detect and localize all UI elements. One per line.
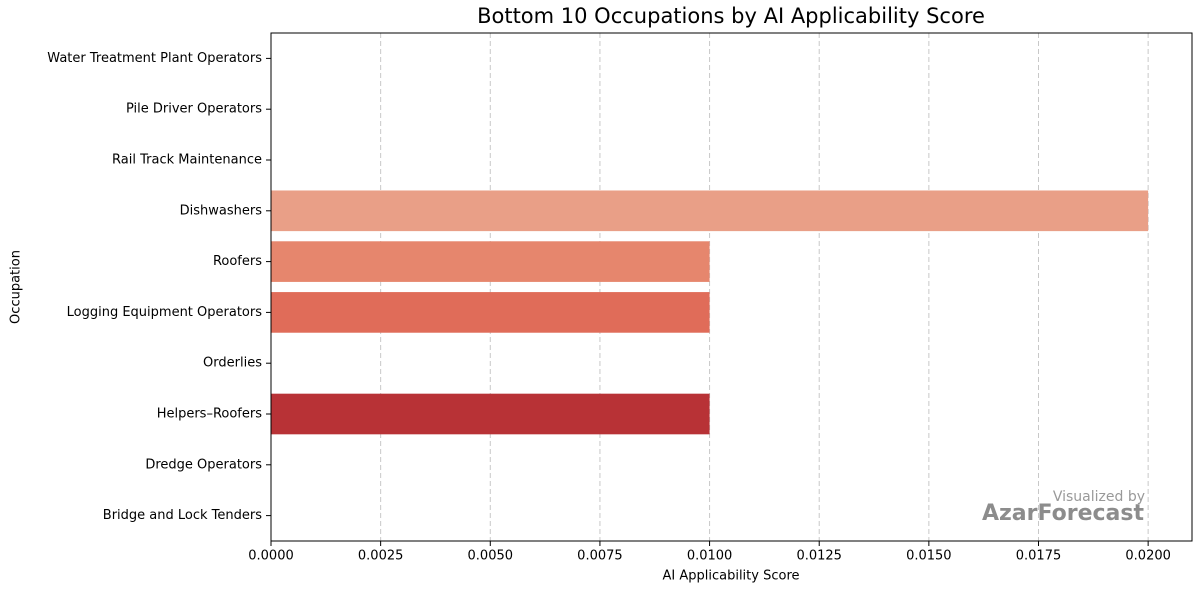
plot-frame [270,32,1193,542]
y-tick-label: Roofers [213,254,262,269]
chart-title: Bottom 10 Occupations by AI Applicabilit… [477,4,985,28]
y-tick-label: Helpers–Roofers [157,407,263,422]
bar [271,393,710,435]
y-tick-label: Water Treatment Plant Operators [47,51,262,66]
x-tick-label: 0.0200 [1125,549,1171,564]
bar [271,190,1149,232]
plot-area: 0.0000 0.0025 0.0050 0.0075 0.0100 0.0125 0.01… [47,32,1193,564]
y-axis-label: Occupation [9,250,24,324]
x-tick-label: 0.0175 [1016,549,1062,564]
x-tick-label: 0.0150 [906,549,952,564]
y-tick-label: Pile Driver Operators [126,102,262,117]
x-axis-label: AI Applicability Score [662,569,799,584]
x-tick-label: 0.0125 [796,549,842,564]
y-tick-label: Rail Track Maintenance [112,153,262,168]
x-tick-label: 0.0075 [577,549,623,564]
x-tick-label: 0.0000 [248,549,294,564]
watermark-line1: Visualized by [1053,489,1145,505]
bar [271,292,710,333]
y-tick-label: Dredge Operators [145,457,262,472]
y-tick-label: Logging Equipment Operators [67,305,263,320]
x-tick-label: 0.0100 [687,549,733,564]
x-tick-label: 0.0025 [358,549,404,564]
watermark-line2: AzarForecast [982,501,1145,526]
y-tick-label: Bridge and Lock Tenders [103,508,262,523]
y-tick-label: Dishwashers [180,203,263,218]
y-tick-label: Orderlies [203,356,262,371]
bar [271,241,710,282]
x-tick-label: 0.0050 [468,549,514,564]
